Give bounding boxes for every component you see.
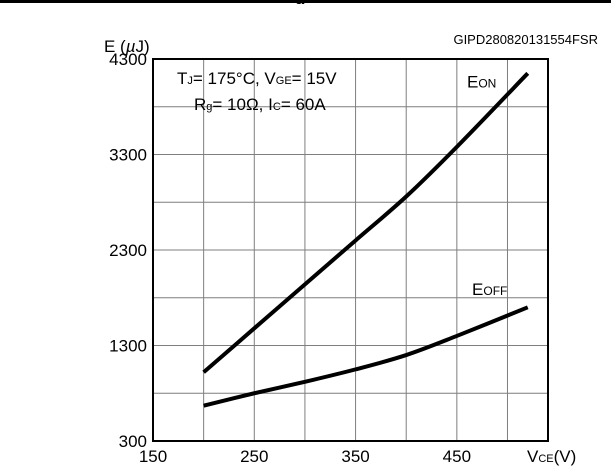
cond-vge-sub: GE — [276, 75, 292, 87]
top-rule — [0, 0, 611, 3]
ticks-layer: 300 1300 2300 3300 4300 150 250 350 450 — [109, 50, 471, 466]
grid — [153, 59, 548, 441]
x-axis-label-unit: (V) — [554, 447, 577, 466]
series-label-eoff-main: E — [472, 280, 483, 299]
y-tick-label-1300: 1300 — [109, 337, 147, 356]
cond-tj: T — [177, 69, 187, 88]
series-line-eon — [202, 71, 530, 374]
y-axis-label-suffix: J) — [136, 37, 150, 56]
cond-rg-sub: g — [206, 101, 212, 113]
series-label-eoff: EOFF — [472, 280, 507, 299]
cond-tj-value: = 175°C, V — [193, 69, 277, 88]
x-axis-label-sub: CE — [538, 453, 553, 465]
x-tick-label-450: 450 — [443, 447, 471, 466]
series-label-eoff-sub: OFF — [483, 284, 507, 298]
y-tick-label-3300: 3300 — [109, 146, 147, 165]
y-tick-label-2300: 2300 — [109, 241, 147, 260]
plot-frame — [152, 58, 549, 442]
conditions-line-2: Rg= 10Ω, IC= 60A — [194, 95, 326, 114]
series-line-eoff — [203, 305, 529, 408]
series-label-eon: EON — [467, 73, 496, 92]
x-tick-label-250: 250 — [240, 447, 268, 466]
figure-code: GIPD280820131554FSR — [453, 32, 598, 47]
cond-rg-value: = 10Ω, I — [212, 95, 272, 114]
x-tick-label-150: 150 — [139, 447, 167, 466]
cond-ic-sub: C — [273, 101, 281, 113]
series-label-eon-main: E — [467, 73, 478, 92]
x-tick-label-350: 350 — [341, 447, 369, 466]
x-axis-label: VCE(V) — [527, 447, 576, 466]
cond-tj-sub: J — [187, 75, 193, 87]
y-axis-label-mu: µ — [125, 37, 136, 56]
y-tick-label-300: 300 — [119, 432, 147, 451]
cond-ic-value: = 60A — [281, 95, 327, 114]
conditions-line-1: TJ= 175°C, VGE= 15V — [177, 69, 337, 88]
y-tick-label-4300: 4300 — [109, 50, 147, 69]
y-axis-label: E (µJ) — [104, 37, 150, 56]
series-label-eon-sub: ON — [478, 77, 496, 91]
cond-rg: R — [194, 95, 206, 114]
cond-vge-value: = 15V — [292, 69, 338, 88]
x-axis-label-v: V — [527, 447, 539, 466]
heading-fragment: g — [240, 0, 360, 4]
y-axis-label-prefix: E ( — [104, 37, 126, 56]
